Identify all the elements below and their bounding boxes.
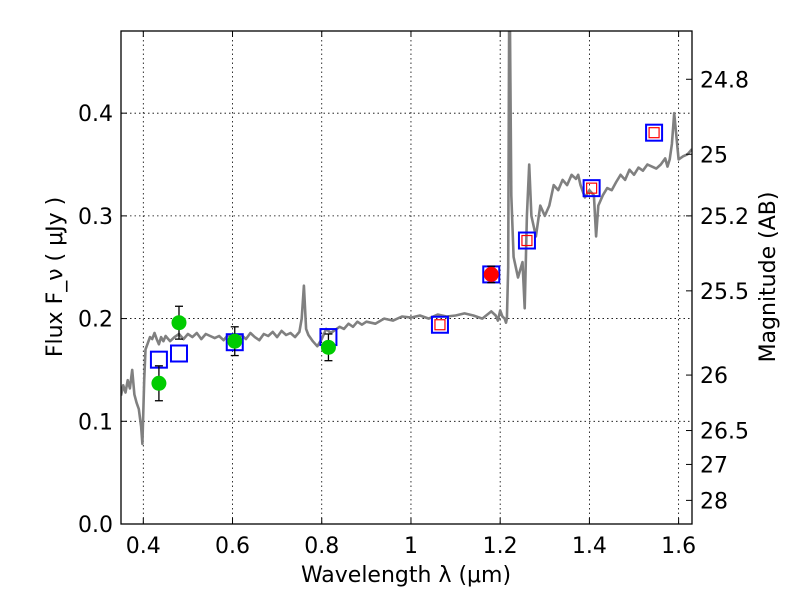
- model-square: [517, 231, 536, 250]
- x-tick-label: 1.4: [572, 534, 607, 559]
- data-layer: [121, 31, 692, 446]
- model-square: [645, 123, 664, 142]
- x-axis-label: Wavelength λ (μm): [301, 563, 511, 588]
- model-square: [430, 315, 449, 334]
- right-axis-label: Magnitude (AB): [756, 192, 781, 363]
- right-tick-label: 26.5: [700, 420, 749, 445]
- spectrum-line: [121, 31, 692, 446]
- inner-square: [521, 234, 533, 247]
- inner-square: [586, 182, 598, 194]
- right-tick-label: 27: [700, 453, 728, 478]
- photometry-point: [227, 333, 243, 349]
- inner-square: [648, 127, 660, 139]
- marker-layer: [149, 123, 664, 402]
- right-tick-label: 25.5: [700, 280, 749, 305]
- model-square: [169, 344, 188, 363]
- right-tick-label: 25: [700, 143, 728, 168]
- axis-ticks: 0.4 0.6 0.8 1 1.2 1.4 1.6 0.0 0.1 0.2 0.3 0.4 24.8 25…: [78, 31, 749, 559]
- y-tick-label: 0.4: [78, 102, 113, 127]
- y-tick-label: 0.2: [78, 308, 113, 333]
- photometry-point: [151, 375, 167, 391]
- grid-lines: [121, 31, 692, 525]
- y-tick-label: 0.1: [78, 410, 113, 435]
- x-tick-label: 1.6: [661, 534, 696, 559]
- x-tick-label: 0.4: [126, 534, 161, 559]
- photometry-point: [320, 339, 336, 355]
- right-tick-label: 24.8: [700, 68, 749, 93]
- x-tick-label: 0.8: [304, 534, 339, 559]
- right-tick-label: 28: [700, 489, 728, 514]
- plot-frame: [120, 30, 693, 525]
- y-axis-label: Flux F_ν ( μJy ): [43, 197, 68, 357]
- y-tick-label: 0.3: [78, 205, 113, 230]
- x-tick-label: 1: [404, 534, 418, 559]
- y-tick-label: 0.0: [78, 513, 113, 538]
- right-tick-label: 25.2: [700, 205, 749, 230]
- x-tick-label: 1.2: [483, 534, 518, 559]
- right-tick-label: 26: [700, 364, 728, 389]
- x-tick-label: 0.6: [215, 534, 250, 559]
- photometry-point: [171, 315, 187, 331]
- photometry-point-red: [483, 266, 499, 282]
- inner-square: [434, 319, 446, 331]
- model-square: [582, 179, 601, 198]
